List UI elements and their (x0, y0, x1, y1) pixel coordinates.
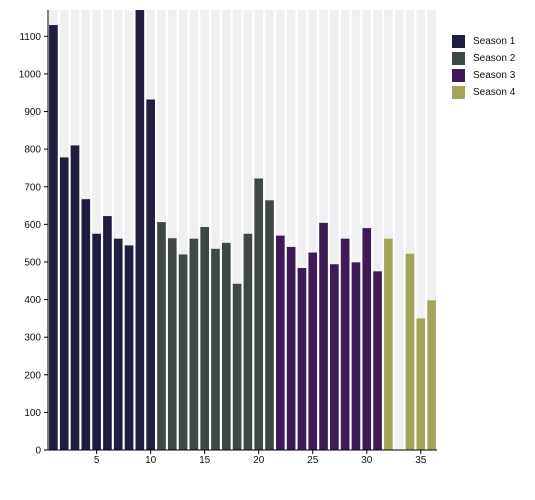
y-tick-label: 1100 (19, 32, 41, 43)
bar (178, 254, 188, 450)
legend-swatch (452, 69, 465, 82)
y-tick-label: 700 (24, 182, 41, 193)
x-tick-label: 15 (199, 455, 211, 466)
y-tick-label: 400 (24, 295, 41, 306)
bar (135, 10, 145, 450)
y-tick-label: 500 (24, 257, 41, 268)
bar (427, 300, 436, 450)
bar (189, 238, 199, 450)
background-stripe (124, 10, 134, 450)
bar (49, 25, 58, 451)
bar (340, 238, 350, 450)
y-tick-label: 800 (24, 145, 41, 156)
bar (373, 271, 382, 450)
background-stripe (211, 10, 220, 450)
background-stripe (416, 10, 426, 450)
bar (297, 267, 307, 450)
legend-swatch (452, 52, 465, 65)
bar (232, 283, 242, 450)
bar (384, 238, 393, 450)
bar (254, 178, 264, 450)
bar (200, 226, 210, 450)
bar (275, 235, 285, 450)
x-axis: 5 10 15 20 25 30 35 (48, 449, 437, 466)
x-tick-label: 30 (361, 455, 373, 466)
background-stripe (340, 10, 350, 450)
x-tick-label: 10 (145, 455, 157, 466)
background-stripe (373, 10, 382, 450)
y-axis: 0 100 200 300 400 500 600 700 800 900 1000 1100 (19, 10, 49, 457)
bar (211, 248, 220, 450)
x-tick-label: 35 (415, 455, 427, 466)
legend-swatch (452, 35, 465, 48)
legend-item: Season 2 (452, 50, 515, 67)
background-stripe (189, 10, 199, 450)
bar (405, 253, 415, 450)
bar (362, 228, 372, 450)
bar (243, 233, 253, 450)
background-stripe (308, 10, 318, 450)
bar (416, 318, 426, 450)
background-stripe (384, 10, 393, 450)
background-stripe (178, 10, 188, 450)
bar (308, 252, 318, 450)
bar (319, 222, 328, 450)
bar (70, 145, 80, 450)
bar (92, 233, 101, 450)
bar (221, 242, 231, 450)
bar (265, 200, 274, 450)
y-tick-label: 1000 (19, 69, 42, 80)
background-stripe (351, 10, 361, 450)
background-stripe (286, 10, 296, 450)
x-tick-label: 20 (253, 455, 265, 466)
bar (113, 238, 123, 450)
bar (81, 199, 91, 450)
bar (286, 246, 296, 450)
legend-label: Season 4 (473, 87, 516, 98)
bars (49, 10, 436, 451)
background-stripe (405, 10, 415, 450)
legend-item: Season 3 (452, 67, 515, 84)
bar (351, 262, 361, 450)
bar (167, 238, 177, 450)
x-tick-label: 5 (94, 455, 100, 466)
legend: Season 1 Season 2 Season 3 Season 4 (452, 33, 515, 101)
background-stripe (330, 10, 339, 450)
bar (157, 222, 166, 450)
y-tick-label: 0 (35, 446, 41, 457)
legend-swatch (452, 86, 465, 99)
bar (330, 264, 339, 450)
background-stripe (232, 10, 242, 450)
bar (103, 216, 112, 450)
y-tick-label: 600 (24, 220, 41, 231)
y-tick-label: 900 (24, 107, 41, 118)
background-stripe (394, 10, 404, 450)
background-stripe (427, 10, 436, 450)
background-stripe (297, 10, 307, 450)
bar (124, 245, 134, 450)
legend-label: Season 1 (473, 36, 516, 47)
y-tick-label: 100 (24, 408, 41, 419)
bar (146, 99, 155, 450)
background-stripe (167, 10, 177, 450)
x-tick-label: 25 (307, 455, 319, 466)
y-tick-label: 200 (24, 370, 41, 381)
legend-item: Season 1 (452, 33, 515, 50)
legend-label: Season 2 (473, 53, 516, 64)
background-stripe (92, 10, 101, 450)
legend-item: Season 4 (452, 84, 515, 101)
background-stripe (113, 10, 123, 450)
background-stripe (221, 10, 231, 450)
y-tick-label: 300 (24, 333, 41, 344)
legend-label: Season 3 (473, 70, 516, 81)
bar (59, 157, 69, 450)
background-stripe (243, 10, 253, 450)
background-stripe (275, 10, 285, 450)
